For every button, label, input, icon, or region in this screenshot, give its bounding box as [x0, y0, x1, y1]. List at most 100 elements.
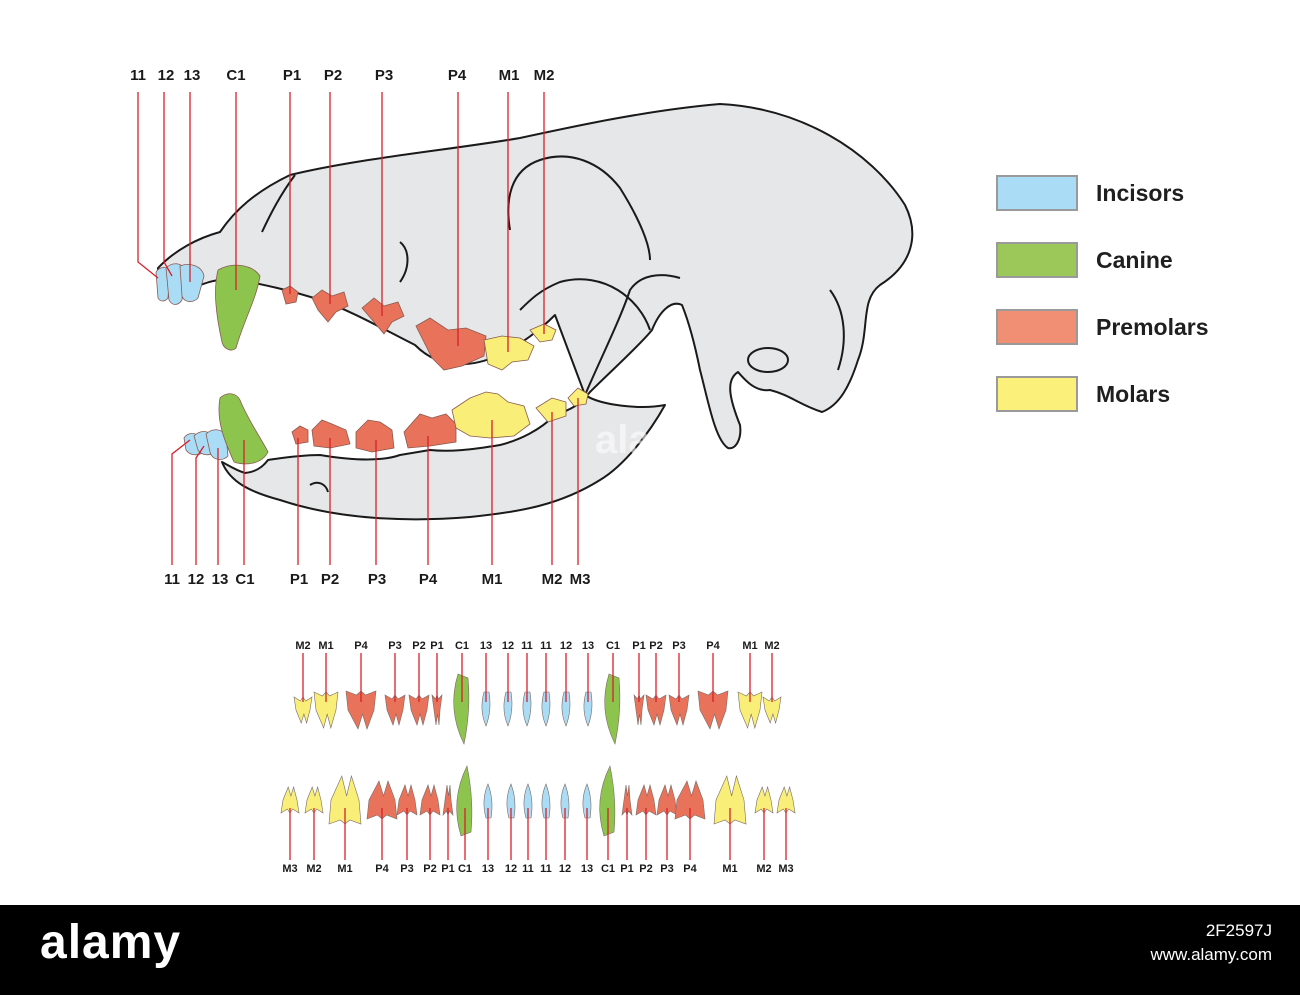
top-row-label-16: P3 [672, 640, 685, 652]
bottom-row-label-11: 11 [540, 863, 552, 875]
bottom-row-tooth-11-11 [541, 783, 551, 819]
lower-label-13: 13 [212, 571, 229, 588]
top-row-label-12: 13 [582, 640, 594, 652]
upper-canine [215, 264, 261, 351]
top-row-tooth-11-10 [541, 691, 551, 727]
legend-swatch-molars [996, 376, 1078, 412]
bottom-row-tooth-12-9 [506, 783, 516, 819]
upper-jaw-teeth [155, 263, 557, 371]
legend-swatch-premolars [996, 309, 1078, 345]
leader-upper-12 [163, 92, 173, 277]
bottom-row-tooth-p4-18 [674, 780, 706, 820]
top-row-label-1: M1 [318, 640, 333, 652]
bottom-row-label-5: P2 [423, 863, 436, 875]
upper-jaw-leader-lines [137, 92, 545, 352]
legend-label-premolars: Premolars [1096, 314, 1209, 340]
skull-temporal-line [584, 274, 681, 396]
lower-label-p4: P4 [419, 571, 438, 588]
lower-label-c1: C1 [235, 571, 254, 588]
top-row-label-13: C1 [606, 640, 620, 652]
top-row-tooth-m2-0 [293, 696, 313, 725]
skull-zygomatic-arch-line [507, 155, 651, 261]
bottom-row-label-19: M1 [722, 863, 737, 875]
upper-label-12: 12 [158, 67, 175, 84]
bottom-row-label-13: 13 [581, 863, 593, 875]
lower-label-p2: P2 [321, 571, 339, 588]
upper-label-p3: P3 [375, 67, 393, 84]
bottom-row-tooth-m3-21 [776, 785, 796, 814]
skull-foramen-upper [399, 241, 409, 283]
bottom-row-tooth-13-13 [582, 783, 592, 819]
lower-premolar-4 [403, 413, 457, 449]
skull-nasal-line [261, 174, 296, 233]
bottom-row-tooth-m2-20 [754, 785, 774, 814]
top-row-tooth-12-8 [503, 691, 513, 727]
upper-label-11: 11 [130, 67, 146, 84]
skull-eye-orbit-line [519, 278, 651, 331]
lower-jaw-teeth [183, 387, 589, 465]
bottom-row-tooth-p3-17 [656, 783, 678, 816]
top-row-tooth-m2-19 [762, 696, 782, 725]
lower-label-p3: P3 [368, 571, 386, 588]
lower-label-m3: M3 [570, 571, 591, 588]
upper-premolar-2 [311, 289, 349, 323]
lower-molar-2 [535, 397, 567, 423]
bottom-row-tooth-p3-4 [396, 783, 418, 816]
bottom-row-tooth-11-10 [523, 783, 533, 819]
top-row-tooth-p4-17 [697, 690, 729, 730]
bottom-row-label-12: 12 [559, 863, 571, 875]
bottom-row-label-16: P2 [639, 863, 652, 875]
top-row-tooth-c1-6 [453, 673, 470, 745]
top-row-label-14: P1 [632, 640, 645, 652]
lower-incisor-3 [205, 429, 229, 460]
top-row-tooth-p2-15 [645, 694, 667, 727]
top-row-label-17: P4 [706, 640, 720, 652]
top-row-label-2: P4 [354, 640, 368, 652]
skull-foramen-lower [309, 481, 329, 493]
top-row-label-5: P1 [430, 640, 443, 652]
bottom-row-label-14: C1 [601, 863, 615, 875]
upper-label-13: 13 [184, 67, 201, 84]
top-row-tooth-p4-2 [345, 690, 377, 730]
upper-jaw-labels: 11 12 13 C1 P1 P2 P3 P4 M1 M2 [130, 67, 554, 84]
bottom-row-label-2: M1 [337, 863, 352, 875]
bottom-row-tooth-p2-5 [419, 783, 441, 816]
upper-label-m1: M1 [499, 67, 520, 84]
lower-molar-1 [451, 391, 531, 439]
upper-label-p2: P2 [324, 67, 342, 84]
bottom-row-label-3: P4 [375, 863, 389, 875]
legend-label-incisors: Incisors [1096, 180, 1185, 206]
bottom-row-label-20: M2 [756, 863, 771, 875]
lower-premolar-1 [291, 425, 309, 445]
bottom-row-tooth-13-8 [483, 783, 493, 819]
top-row-label-8: 12 [502, 640, 514, 652]
bottom-row-label-7: C1 [458, 863, 472, 875]
bottom-row-tooth-c1-7 [456, 765, 473, 837]
lower-label-11: 11 [164, 571, 180, 588]
bottom-row-label-9: 12 [505, 863, 517, 875]
top-row-tooth-m1-1 [313, 691, 339, 730]
bottom-row-label-6: P1 [441, 863, 454, 875]
bottom-row-tooth-c1-14 [599, 765, 616, 837]
top-row-label-6: C1 [455, 640, 469, 652]
upper-molar-1 [483, 335, 535, 371]
upper-molar-2 [529, 323, 557, 343]
bottom-row-label-17: P3 [660, 863, 673, 875]
leader-lower-11 [171, 439, 191, 565]
top-row-label-0: M2 [295, 640, 310, 652]
top-row-tooth-p2-4 [408, 694, 430, 727]
bottom-row-label-10: 11 [522, 863, 534, 875]
leader-lower-12 [195, 445, 205, 565]
bottom-row-label-21: M3 [778, 863, 793, 875]
bottom-row-tooth-m1-2 [328, 774, 362, 825]
image-id: 2F2597J [1205, 921, 1272, 940]
top-row-label-18: M1 [742, 640, 757, 652]
skull-illustration [157, 103, 914, 521]
top-row-label-4: P2 [412, 640, 425, 652]
legend-label-canine: Canine [1096, 247, 1173, 273]
top-row-label-11: 12 [560, 640, 572, 652]
bottom-row-label-18: P4 [683, 863, 697, 875]
top-row-label-15: P2 [649, 640, 662, 652]
top-row-tooth-m1-18 [737, 691, 763, 730]
lower-canine [218, 393, 269, 465]
